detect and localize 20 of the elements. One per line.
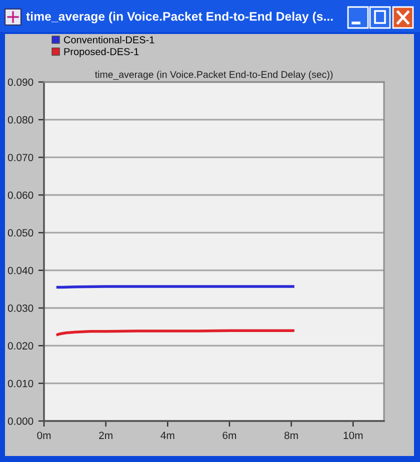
x-tick-label: 8m	[284, 432, 298, 440]
y-tick-label: 0.000	[8, 418, 34, 425]
y-tick-label: 0.080	[8, 116, 34, 124]
x-tick-label: 6m	[222, 432, 236, 440]
legend-label: Conventional-DES-1	[64, 36, 154, 44]
y-tick-label: 0.050	[8, 229, 34, 237]
y-tick-label: 0.030	[8, 304, 34, 312]
y-tick-label: 0.020	[8, 342, 34, 350]
y-tick-label: 0.070	[8, 154, 34, 162]
legend-label: Proposed-DES-1	[64, 48, 139, 58]
y-tick-label: 0.010	[8, 380, 34, 388]
y-tick-label: 0.090	[8, 78, 34, 86]
chart-subtitle: time_average (in Voice.Packet End-to-End Delay (sec))	[95, 70, 333, 80]
x-tick-label: 10m	[344, 432, 363, 440]
chart-title: time_average (in Voice.Packet End-to-End Delay (s...	[26, 12, 333, 24]
x-tick-label: 2m	[99, 432, 112, 439]
x-tick-label: 0m	[37, 432, 51, 440]
x-tick-label: 4m	[160, 432, 174, 439]
y-tick-label: 0.040	[8, 266, 34, 274]
y-tick-label: 0.060	[8, 192, 34, 199]
